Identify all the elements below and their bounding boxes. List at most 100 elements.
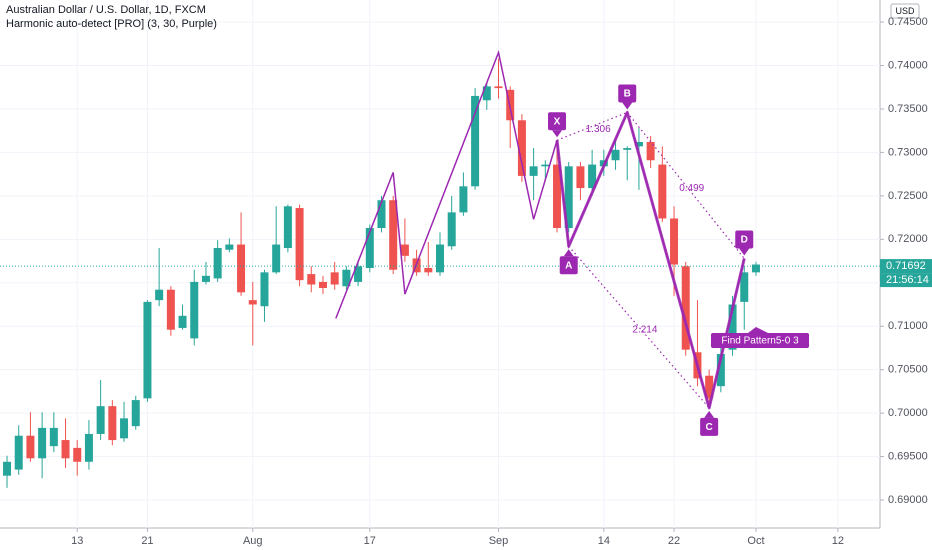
candle-body — [400, 244, 409, 256]
candle-body — [49, 427, 58, 447]
point-tag-pointer — [704, 410, 715, 418]
candle-body — [166, 289, 175, 330]
y-tick-label: 0.74000 — [888, 59, 928, 71]
ratio-label: 0.499 — [679, 183, 704, 194]
x-tick-label: Aug — [243, 535, 263, 547]
candle-body — [634, 141, 643, 147]
pattern-name: Find Pattern5-0 3 — [721, 336, 799, 347]
candle-body — [681, 266, 690, 350]
candle-body — [225, 244, 234, 250]
candle-body — [318, 281, 327, 288]
indicator-name: Harmonic auto-detect [PRO] (3, 30, Purpl… — [6, 18, 217, 30]
candle-body — [73, 447, 82, 462]
candle-body — [143, 301, 152, 399]
candle-body — [716, 354, 725, 387]
y-tick-label: 0.69000 — [888, 494, 928, 506]
y-tick-label: 0.73000 — [888, 146, 928, 158]
candle-body — [38, 427, 47, 459]
ratio-label: 2.214 — [632, 325, 657, 336]
countdown-label: 21:56:14 — [886, 274, 929, 286]
x-tick-label: 22 — [668, 535, 680, 547]
candle-body — [26, 435, 35, 459]
candle-body — [751, 264, 760, 273]
candle-body — [646, 141, 655, 161]
candle-body — [740, 272, 749, 302]
point-tag — [618, 84, 637, 103]
candle-body — [272, 244, 281, 273]
candle-body — [108, 406, 117, 441]
currency-label[interactable]: USD — [895, 6, 915, 16]
candle-body — [611, 149, 620, 161]
candle-body — [237, 244, 246, 293]
point-tag — [700, 417, 719, 436]
candle-body — [213, 248, 222, 279]
candle-body — [389, 200, 398, 270]
candle-body — [295, 208, 304, 281]
y-tick-label: 0.72000 — [888, 233, 928, 245]
candle-body — [517, 120, 526, 176]
x-tick-label: 12 — [832, 535, 844, 547]
candle-body — [260, 272, 269, 307]
candle-body — [576, 166, 585, 189]
candle-body — [131, 400, 140, 427]
ratio-label: 1.306 — [586, 124, 611, 135]
candle-body — [728, 304, 737, 350]
y-tick-label: 0.70000 — [888, 407, 928, 419]
last-price-tag — [880, 259, 932, 274]
countdown-tag — [880, 273, 932, 288]
candle-body — [178, 315, 187, 328]
candle-body — [84, 433, 93, 462]
candle-body — [377, 200, 386, 229]
y-tick-label: 0.72500 — [888, 190, 928, 202]
candle-body — [155, 289, 164, 301]
candle-body — [482, 86, 491, 101]
x-tick-label: 13 — [71, 535, 83, 547]
x-tick-label: 14 — [598, 535, 610, 547]
candle-body — [436, 244, 444, 273]
point-label: B — [624, 89, 631, 100]
candle-body — [201, 275, 210, 282]
candle-body — [307, 274, 316, 285]
candle-body — [588, 164, 597, 189]
candle-body — [447, 212, 456, 247]
candle-body — [365, 228, 374, 268]
point-tag — [559, 256, 578, 275]
x-tick-label: 17 — [364, 535, 376, 547]
plot: 1.306 2.214 0.499 X A B C D — [0, 49, 880, 488]
candle-body — [541, 164, 550, 167]
x-tick-label: Oct — [747, 535, 764, 547]
y-tick-label: 0.74500 — [888, 16, 928, 28]
candle-body — [14, 435, 23, 470]
point-tag — [548, 112, 567, 131]
currency-button[interactable] — [890, 3, 920, 19]
candle-body — [96, 406, 105, 434]
candle-body — [658, 164, 667, 219]
candle-body — [494, 86, 503, 89]
candle-body — [342, 269, 351, 287]
pattern-callout: Find Pattern5-0 3 — [711, 327, 809, 348]
candle-body — [623, 148, 632, 150]
candle-body — [190, 281, 199, 339]
chart-title: Australian Dollar / U.S. Dollar, 1D, FXC… — [6, 4, 206, 16]
candle-body — [670, 218, 679, 265]
candle-body — [529, 166, 538, 176]
candle-body — [705, 375, 714, 399]
point-tag-pointer — [563, 249, 574, 257]
y-tick-label: 0.70500 — [888, 364, 928, 376]
candle-body — [459, 186, 468, 213]
y-tick-label: 0.71000 — [888, 320, 928, 332]
callout-pointer — [748, 327, 768, 333]
candle-body — [248, 300, 257, 305]
candle-body — [564, 166, 573, 229]
point-label: C — [706, 422, 713, 433]
candle-body — [553, 164, 562, 229]
candle-body — [283, 206, 292, 249]
x-tick-label: Sep — [489, 535, 509, 547]
candle-body — [424, 267, 433, 273]
point-label: A — [565, 260, 572, 271]
candle-body — [120, 418, 129, 439]
point-tag-pointer — [739, 248, 750, 256]
candle-body — [330, 272, 339, 285]
